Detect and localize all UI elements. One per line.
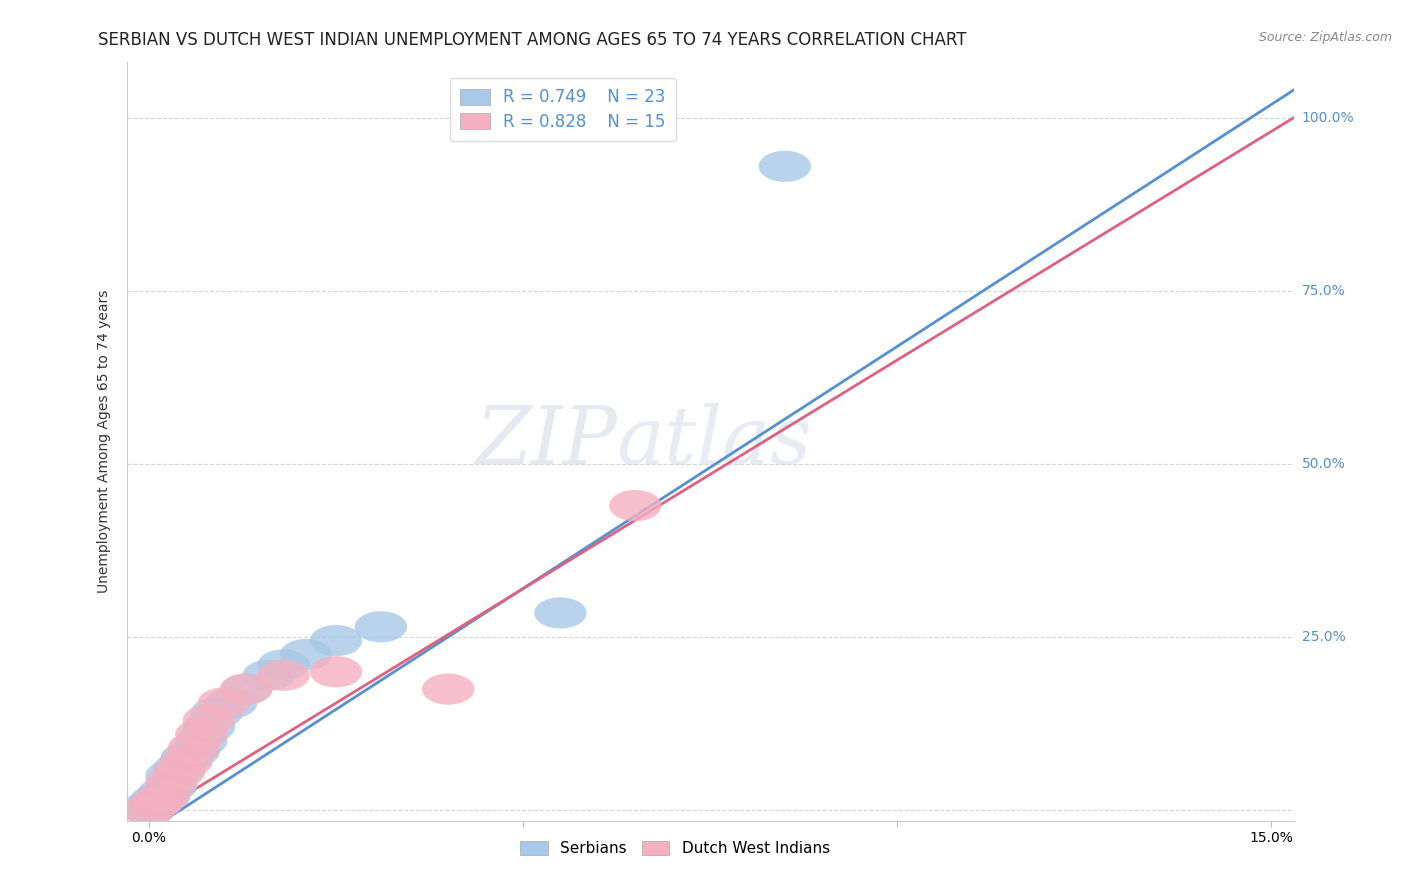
Ellipse shape	[138, 777, 190, 808]
Ellipse shape	[221, 673, 273, 705]
Ellipse shape	[138, 780, 190, 812]
Text: 25.0%: 25.0%	[1302, 630, 1346, 644]
Ellipse shape	[280, 639, 332, 670]
Ellipse shape	[759, 151, 811, 182]
Ellipse shape	[198, 688, 250, 719]
Ellipse shape	[257, 660, 309, 690]
Y-axis label: Unemployment Among Ages 65 to 74 years: Unemployment Among Ages 65 to 74 years	[97, 290, 111, 593]
Ellipse shape	[131, 788, 183, 819]
Ellipse shape	[205, 688, 257, 719]
Ellipse shape	[309, 657, 363, 688]
Ellipse shape	[160, 743, 212, 774]
Ellipse shape	[176, 719, 228, 749]
Ellipse shape	[167, 732, 221, 764]
Text: atlas: atlas	[617, 403, 813, 480]
Ellipse shape	[145, 760, 198, 791]
Text: 50.0%: 50.0%	[1302, 457, 1346, 471]
Ellipse shape	[145, 767, 198, 798]
Ellipse shape	[422, 673, 474, 705]
Ellipse shape	[122, 795, 176, 826]
Ellipse shape	[309, 625, 363, 657]
Text: ZIP: ZIP	[475, 403, 617, 480]
Ellipse shape	[131, 784, 183, 815]
Text: SERBIAN VS DUTCH WEST INDIAN UNEMPLOYMENT AMONG AGES 65 TO 74 YEARS CORRELATION : SERBIAN VS DUTCH WEST INDIAN UNEMPLOYMEN…	[98, 31, 967, 49]
Ellipse shape	[221, 673, 273, 705]
Ellipse shape	[190, 698, 242, 729]
Legend: Serbians, Dutch West Indians: Serbians, Dutch West Indians	[515, 835, 837, 863]
Ellipse shape	[138, 780, 190, 812]
Ellipse shape	[131, 788, 183, 819]
Ellipse shape	[183, 705, 235, 736]
Text: Source: ZipAtlas.com: Source: ZipAtlas.com	[1258, 31, 1392, 45]
Text: 75.0%: 75.0%	[1302, 284, 1346, 298]
Ellipse shape	[145, 771, 198, 802]
Ellipse shape	[167, 736, 221, 767]
Ellipse shape	[153, 753, 205, 784]
Ellipse shape	[122, 795, 176, 826]
Ellipse shape	[257, 649, 309, 681]
Ellipse shape	[176, 725, 228, 756]
Ellipse shape	[242, 660, 295, 690]
Ellipse shape	[534, 598, 586, 629]
Ellipse shape	[160, 747, 212, 777]
Ellipse shape	[354, 611, 408, 642]
Ellipse shape	[153, 756, 205, 788]
Ellipse shape	[122, 791, 176, 822]
Ellipse shape	[183, 712, 235, 743]
Ellipse shape	[609, 490, 661, 521]
Text: 100.0%: 100.0%	[1302, 111, 1354, 125]
